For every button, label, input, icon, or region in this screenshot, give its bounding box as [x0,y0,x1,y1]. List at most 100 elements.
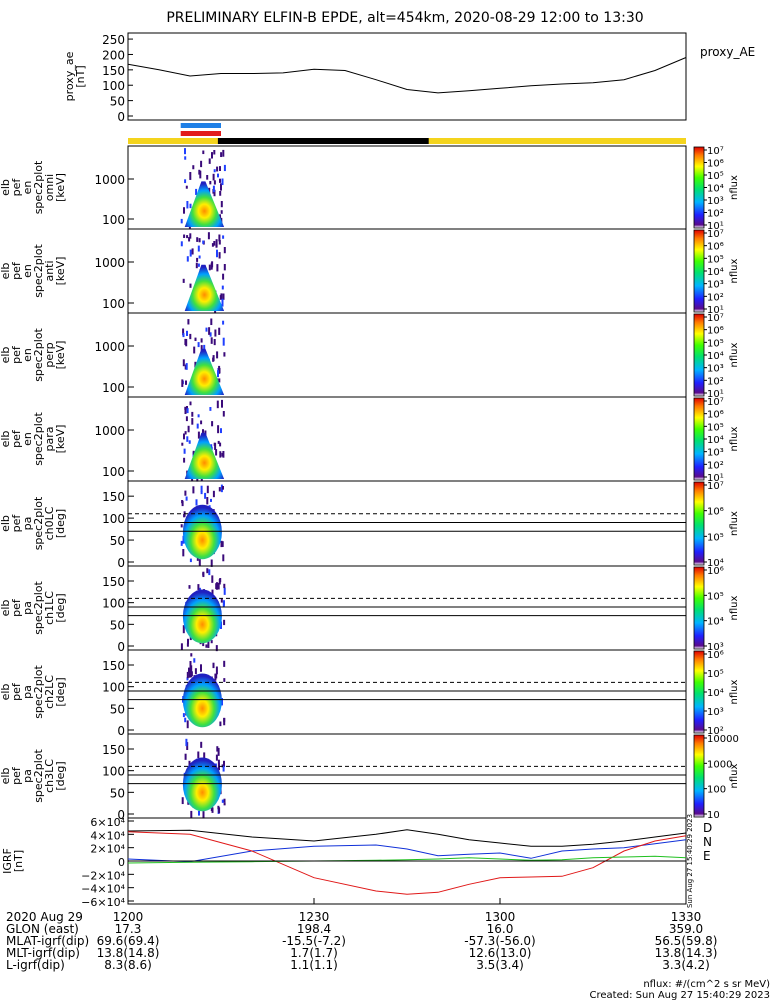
y-tick-label: 0 [117,556,125,570]
heatmap-cell [211,243,214,247]
heatmap-cell [223,587,226,595]
y-tick-label: 100 [102,765,125,779]
heatmap-cell [220,428,222,434]
heatmap-cell [197,584,200,590]
heatmap-cell [189,203,192,209]
row-value: 13.8(14.8) [97,946,160,960]
y-tick-label: 100 [102,381,125,395]
heatmap-cell [190,672,193,678]
y-tick-label: 50 [110,702,125,716]
colorbar-label: nflux [729,426,740,451]
colorbar [693,397,705,481]
heatmap-cell [200,160,203,168]
heatmap-cell [203,344,206,351]
heatmap-cell [184,338,187,345]
heatmap-cell [211,807,214,813]
colorbar-tick-label: 10⁶ [707,507,724,518]
colorbar-tick-label: 10⁴ [707,688,724,699]
heatmap-cell [219,295,222,300]
heatmap-cell [186,436,189,442]
colorbar-tick-label: 10¹ [707,473,724,484]
heatmap-cell [222,320,225,325]
row-value: 69.6(69.4) [97,934,160,948]
heatmap-cell [221,178,224,186]
heatmap-cell [183,457,186,463]
heatmap-cell [223,164,226,172]
igrf-series-green [127,855,687,864]
heatmap-cell [191,248,194,255]
heatmap-cell [218,365,221,374]
heatmap-cell [221,799,224,803]
heatmap-cell [186,235,189,239]
row-value: 359.0 [669,922,703,936]
colorbar-tick-label: 10³ [707,642,724,653]
y-tick-label: 100 [102,512,125,526]
x-tick-label: 1300 [485,910,516,924]
heatmap-cell [200,490,203,495]
orbit-indicator-strips [128,123,686,144]
heatmap-cell [184,717,187,723]
heatmap-cell [200,664,202,672]
heatmap-cell [206,175,209,180]
heatmap-cell [198,169,201,175]
heatmap-cell [190,665,193,674]
heatmap-cell [220,183,222,191]
heatmap-cell [217,370,219,378]
y-axis-label: elbpefenspec2plotanti[keV] [0,244,67,298]
y-axis-label: elbpefpaspec2plotch3LC[deg] [0,749,67,803]
y-axis-label: proxy_ae[nT] [63,51,87,101]
y-tick-label: 150 [102,659,125,673]
heatmap-cell [222,601,225,607]
heatmap-cell [182,549,185,557]
heatmap-blob [182,673,222,728]
heatmap-cell [222,149,225,157]
heatmap-cell [181,500,184,507]
heatmap-cell [220,621,222,629]
heatmap-cell [213,150,216,155]
y-tick-label: 1000 [94,424,125,438]
heatmap-cell [191,418,194,425]
heatmap-cell [189,172,192,180]
colorbar-tick-label: 10⁵ [707,422,724,433]
heatmap-cell [220,540,223,548]
heatmap-cell [216,166,219,172]
heatmap-cell [197,245,200,252]
colorbar-tick-label: 10² [707,292,724,303]
heatmap-cell [203,752,206,759]
colorbar-tick-label: 10¹ [707,389,724,400]
row-value: 16.0 [487,922,514,936]
x-tick-label: 1200 [113,910,144,924]
heatmap-blob [182,757,222,812]
colorbar-tick-label: 10⁴ [707,351,724,362]
heatmap-cell [222,273,225,280]
heatmap-cell [180,218,183,224]
row-value: -15.5(-7.2) [282,934,346,948]
heatmap-cell [200,420,203,425]
eclipse-strip-black [217,138,429,144]
heatmap-cell [210,498,212,502]
heatmap-cell [185,496,188,501]
heatmap-cell [223,802,226,806]
heatmap-cell [202,811,205,819]
heatmap-cell [182,359,185,367]
heatmap-cell [183,207,185,214]
plot-frame [127,32,687,121]
heatmap-cell [186,330,188,336]
heatmap-cell [188,585,191,589]
heatmap-cell [223,352,226,357]
heatmap-cell [194,668,197,675]
y-tick-label: 4×10⁴ [90,829,125,842]
row-label: MLAT-igrf(dip) [6,934,89,948]
heatmap-cell [184,407,187,415]
row-value: 17.3 [115,922,142,936]
heatmap-cell [196,423,199,429]
colorbar [693,146,705,229]
heatmap-cell [223,660,226,667]
heatmap-cell [211,152,213,159]
colorbar-tick-label: 10⁵ [707,532,724,543]
heatmap-blob [182,589,222,644]
heatmap-cell [184,490,187,496]
heatmap-cell [186,201,189,209]
heatmap-cell [198,559,201,567]
heatmap-cell [183,514,186,518]
